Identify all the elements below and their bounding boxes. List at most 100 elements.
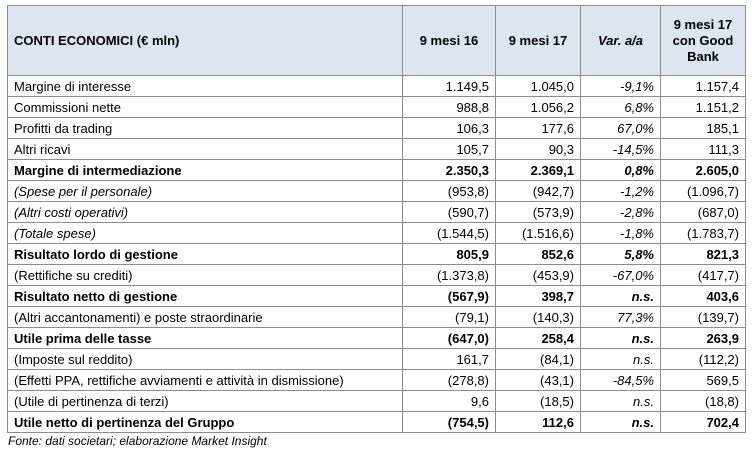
table-cell: (567,9) <box>402 285 496 307</box>
table-cell: (18,8) <box>660 390 746 412</box>
table-cell: 569,5 <box>660 369 746 391</box>
table-cell: 702,4 <box>660 411 746 433</box>
income-table: CONTI ECONOMICI (€ mln) 9 mesi 16 9 mesi 1… <box>7 5 746 433</box>
table-cell: -9,1% <box>580 75 661 97</box>
table-cell: Risultato lordo di gestione <box>7 243 403 265</box>
table-cell: 177,6 <box>495 117 581 139</box>
table-cell: (Imposte sul reddito) <box>7 348 403 370</box>
table-cell: n.s. <box>580 327 661 349</box>
table-cell: -2,8% <box>580 201 661 223</box>
table-cell: (1.373,8) <box>402 264 496 286</box>
table-cell: Margine di intermediazione <box>7 159 403 181</box>
table-body: Margine di interesse 1.149,5 1.045,0 -9,1% 1… <box>7 75 746 433</box>
table-cell: n.s. <box>580 390 661 412</box>
header-cell: 9 mesi 17 <box>495 5 581 76</box>
table-cell: (Effetti PPA, rettifiche avviamenti e at… <box>7 369 403 391</box>
table-row: Commissioni nette 988,8 1.056,2 6,8% 1.151,2 <box>7 96 746 118</box>
table-cell: Margine di interesse <box>7 75 403 97</box>
table-cell: 161,7 <box>402 348 496 370</box>
table-cell: Altri ricavi <box>7 138 403 160</box>
table-cell: (754,5) <box>402 411 496 433</box>
table-cell: (1.516,6) <box>495 222 581 244</box>
table-cell: -1,8% <box>580 222 661 244</box>
table-cell: (112,2) <box>660 348 746 370</box>
table-cell: n.s. <box>580 411 661 433</box>
table-cell: 1.056,2 <box>495 96 581 118</box>
header-line: con Good <box>672 32 734 48</box>
table-row: (Altri accantonamenti) e poste straordin… <box>7 306 746 328</box>
table-cell: 1.157,4 <box>660 75 746 97</box>
table-row: (Totale spese) (1.544,5) (1.516,6) -1,8% (1.… <box>7 222 746 244</box>
table-cell: 2.369,1 <box>495 159 581 181</box>
table-cell: (Altri accantonamenti) e poste straordin… <box>7 306 403 328</box>
table-row: Risultato lordo di gestione 805,9 852,6 5,8… <box>7 243 746 265</box>
table-cell: (Utile di pertinenza di terzi) <box>7 390 403 412</box>
header-line: 9 mesi 17 <box>673 16 733 32</box>
header-line: Bank <box>687 48 719 64</box>
table-cell: n.s. <box>580 285 661 307</box>
table-row: Utile prima delle tasse (647,0) 258,4 n.s. 2… <box>7 327 746 349</box>
table-row: Utile netto di pertinenza del Gruppo (754… <box>7 411 746 433</box>
table-cell: 403,6 <box>660 285 746 307</box>
table-cell: 988,8 <box>402 96 496 118</box>
table-row: (Effetti PPA, rettifiche avviamenti e at… <box>7 369 746 391</box>
table-cell: 5,8% <box>580 243 661 265</box>
table-cell: Utile prima delle tasse <box>7 327 403 349</box>
table-cell: (140,3) <box>495 306 581 328</box>
table-cell: (18,5) <box>495 390 581 412</box>
table-cell: 805,9 <box>402 243 496 265</box>
table-cell: (43,1) <box>495 369 581 391</box>
table-row: (Utile di pertinenza di terzi) 9,6 (18,5) n… <box>7 390 746 412</box>
table-cell: (Rettifiche su crediti) <box>7 264 403 286</box>
table-cell: 185,1 <box>660 117 746 139</box>
table-row: (Imposte sul reddito) 161,7 (84,1) n.s. (112… <box>7 348 746 370</box>
table-cell: -84,5% <box>580 369 661 391</box>
table-cell: (647,0) <box>402 327 496 349</box>
table-cell: 112,6 <box>495 411 581 433</box>
table-cell: -1,2% <box>580 180 661 202</box>
table-cell: 852,6 <box>495 243 581 265</box>
table-cell: 398,7 <box>495 285 581 307</box>
table-cell: (79,1) <box>402 306 496 328</box>
table-cell: 90,3 <box>495 138 581 160</box>
table-row: Margine di interesse 1.149,5 1.045,0 -9,1% 1… <box>7 75 746 97</box>
table-cell: Commissioni nette <box>7 96 403 118</box>
table-cell: (Altri costi operativi) <box>7 201 403 223</box>
table-cell: 1.045,0 <box>495 75 581 97</box>
table-cell: Utile netto di pertinenza del Gruppo <box>7 411 403 433</box>
table-cell: 263,9 <box>660 327 746 349</box>
table-cell: 258,4 <box>495 327 581 349</box>
table-cell: Profitti da trading <box>7 117 403 139</box>
table-cell: (573,9) <box>495 201 581 223</box>
table-cell: 6,8% <box>580 96 661 118</box>
table-cell: 2.605,0 <box>660 159 746 181</box>
table-cell: -14,5% <box>580 138 661 160</box>
table-row: Margine di intermediazione 2.350,3 2.369,1… <box>7 159 746 181</box>
table-cell: 105,7 <box>402 138 496 160</box>
table-cell: (417,7) <box>660 264 746 286</box>
table-cell: Risultato netto di gestione <box>7 285 403 307</box>
table-row: (Altri costi operativi) (590,7) (573,9) -2,… <box>7 201 746 223</box>
table-cell: 1.151,2 <box>660 96 746 118</box>
header-cell: 9 mesi 17 con Good Bank <box>660 5 746 76</box>
table-cell: 1.149,5 <box>402 75 496 97</box>
header-cell: CONTI ECONOMICI (€ mln) <box>7 5 403 76</box>
table-row: (Spese per il personale) (953,8) (942,7) -1… <box>7 180 746 202</box>
table-cell: 106,3 <box>402 117 496 139</box>
table-cell: (Spese per il personale) <box>7 180 403 202</box>
table-cell: n.s. <box>580 348 661 370</box>
table-cell: (590,7) <box>402 201 496 223</box>
table-cell: (84,1) <box>495 348 581 370</box>
table-cell: (453,9) <box>495 264 581 286</box>
table-cell: (139,7) <box>660 306 746 328</box>
header-cell: Var. a/a <box>580 5 661 76</box>
table-row: (Rettifiche su crediti) (1.373,8) (453,9) -… <box>7 264 746 286</box>
table-cell: 2.350,3 <box>402 159 496 181</box>
table-cell: (278,8) <box>402 369 496 391</box>
table-row: Profitti da trading 106,3 177,6 67,0% 185,1 <box>7 117 746 139</box>
table-cell: 77,3% <box>580 306 661 328</box>
table-cell: (1.783,7) <box>660 222 746 244</box>
table-row: Altri ricavi 105,7 90,3 -14,5% 111,3 <box>7 138 746 160</box>
footnote: Fonte: dati societari; elaborazione Mark… <box>8 434 267 448</box>
